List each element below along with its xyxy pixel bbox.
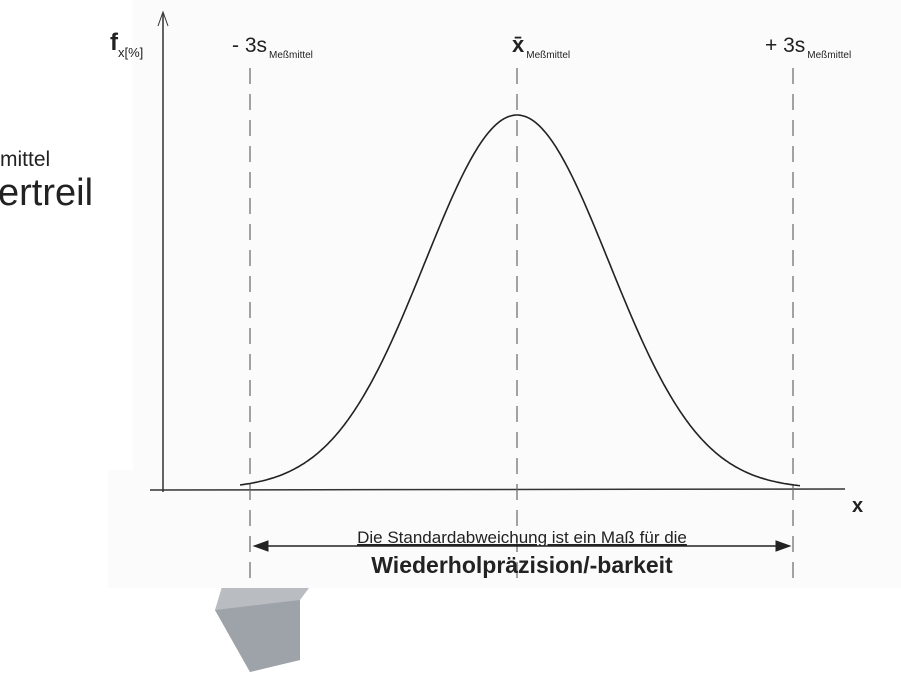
x-axis: [150, 489, 845, 490]
slide-text: mittel: [0, 148, 50, 171]
marker-label-main: - 3s: [232, 34, 267, 57]
marker-label-subscript: Meßmittel: [807, 50, 851, 61]
slide-text: ertreil: [0, 172, 93, 214]
slide: mittel ertreil fx[%] - 3sMeßmittel x̄Meß…: [0, 0, 901, 682]
marker-label-main: x̄: [512, 32, 525, 57]
marker-label-subscript: Meßmittel: [269, 50, 313, 61]
x-axis-label: x: [852, 495, 863, 517]
marker-label-main: + 3s: [765, 34, 805, 57]
page: mittel ertreil fx[%] - 3sMeßmittel x̄Meß…: [0, 0, 901, 682]
caption-line-2: Wiederholpräzision/-barkeit: [371, 552, 673, 578]
caption-line-1: Die Standardabweichung ist ein Maß für d…: [357, 528, 687, 547]
diagram-background: [108, 0, 901, 588]
marker-label-subscript: Meßmittel: [526, 50, 570, 61]
y-axis-label-subscript: x[%]: [118, 45, 143, 60]
